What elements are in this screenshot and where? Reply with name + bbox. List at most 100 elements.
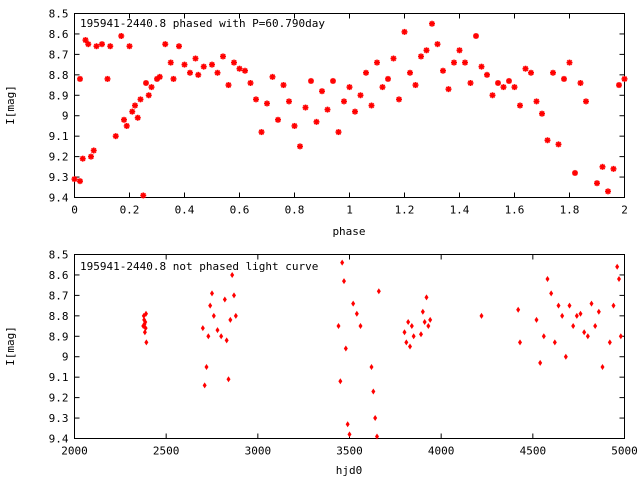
data-point xyxy=(618,333,623,340)
data-point xyxy=(176,43,182,50)
data-point xyxy=(500,84,507,91)
data-point xyxy=(411,333,416,340)
top-x-tick-label: 2 xyxy=(621,204,628,217)
data-point xyxy=(258,129,265,136)
data-point xyxy=(167,59,174,66)
top-y-tick-label: 9.1 xyxy=(49,130,69,143)
data-point xyxy=(77,178,83,185)
bottom-y-tick-label: 8.7 xyxy=(49,289,69,302)
top-data-points xyxy=(71,20,628,199)
data-point xyxy=(90,147,97,154)
data-point xyxy=(406,318,411,325)
data-point xyxy=(578,310,583,317)
data-point xyxy=(607,339,612,346)
data-point xyxy=(228,316,233,323)
data-point xyxy=(594,180,600,187)
data-point xyxy=(236,65,243,72)
data-point xyxy=(219,333,224,340)
data-point xyxy=(408,343,412,350)
data-point xyxy=(585,333,590,340)
data-point xyxy=(600,363,605,370)
top-x-tick-label: 0.4 xyxy=(175,204,195,217)
bottom-y-tick-label: 8.5 xyxy=(49,249,69,262)
data-point xyxy=(385,75,391,82)
data-point xyxy=(577,80,584,87)
data-point xyxy=(343,345,348,352)
data-point xyxy=(429,20,435,27)
data-point xyxy=(522,65,529,72)
data-point xyxy=(402,329,407,336)
data-point xyxy=(308,77,314,84)
data-point xyxy=(611,302,616,309)
bottom-y-axis-label: I[mag] xyxy=(4,326,17,366)
data-point xyxy=(340,259,345,266)
data-point xyxy=(549,290,554,297)
data-point xyxy=(121,116,127,123)
data-point xyxy=(373,415,378,422)
data-point xyxy=(375,433,379,440)
data-point xyxy=(561,75,567,82)
data-point xyxy=(418,53,424,60)
bottom-y-tick-label: 8.8 xyxy=(49,310,69,323)
data-point xyxy=(407,69,413,76)
data-point xyxy=(134,114,141,121)
top-y-tick-label: 8.6 xyxy=(49,28,69,41)
data-point xyxy=(137,96,144,103)
data-point xyxy=(371,388,376,395)
data-point xyxy=(342,278,346,285)
data-point xyxy=(225,82,232,89)
top-y-tick-label: 8.8 xyxy=(49,69,69,82)
top-chart-title: 195941-2440.8 phased with P=60.790day xyxy=(80,17,325,30)
bottom-y-tick-label: 8.9 xyxy=(49,330,69,343)
data-point xyxy=(208,302,213,309)
data-point xyxy=(144,339,149,346)
top-y-tick-label: 8.9 xyxy=(49,89,69,102)
bottom-axis-ticks: 2000 2500 3000 3500 4000 4500 5000 8.5 8.6 8.7 8.8… xyxy=(49,249,638,458)
data-point xyxy=(104,75,111,82)
data-point xyxy=(615,263,620,270)
data-point xyxy=(156,73,163,80)
bottom-x-axis-label: hjd0 xyxy=(336,464,363,477)
data-point xyxy=(544,137,551,144)
data-point xyxy=(582,329,587,336)
bottom-y-tick-label: 9 xyxy=(62,351,69,364)
data-point xyxy=(93,43,100,50)
bottom-plot-frame xyxy=(74,254,625,439)
data-point xyxy=(484,71,490,78)
data-point xyxy=(541,333,546,340)
data-point xyxy=(428,316,433,323)
top-x-tick-label: 1.2 xyxy=(395,204,415,217)
phased-light-curve-panel: 195941-2440.8 phased with P=60.790day ph… xyxy=(4,8,628,239)
data-point xyxy=(379,84,386,91)
data-point xyxy=(200,325,205,332)
data-point xyxy=(214,69,221,76)
data-point xyxy=(528,69,534,76)
data-point xyxy=(143,325,148,332)
data-point xyxy=(187,69,193,76)
data-point xyxy=(231,59,237,66)
data-point xyxy=(140,192,147,199)
data-point xyxy=(566,59,573,66)
bottom-y-tick-label: 9.3 xyxy=(49,412,69,425)
data-point xyxy=(574,312,579,319)
data-point xyxy=(550,69,556,76)
data-point xyxy=(347,431,352,438)
data-point xyxy=(599,163,606,170)
data-point xyxy=(462,59,468,66)
data-point xyxy=(390,55,397,62)
data-point xyxy=(195,71,202,78)
data-point xyxy=(313,118,320,125)
top-x-tick-label: 1.6 xyxy=(505,204,525,217)
top-y-tick-label: 9 xyxy=(62,110,69,123)
data-point xyxy=(516,306,521,313)
data-point xyxy=(209,61,215,68)
data-point xyxy=(192,55,199,62)
data-point xyxy=(426,323,431,330)
top-x-tick-label: 1 xyxy=(346,204,353,217)
data-point xyxy=(233,312,238,319)
data-point xyxy=(419,331,423,338)
data-point xyxy=(518,339,522,346)
data-point xyxy=(123,122,130,129)
data-point xyxy=(291,122,298,129)
